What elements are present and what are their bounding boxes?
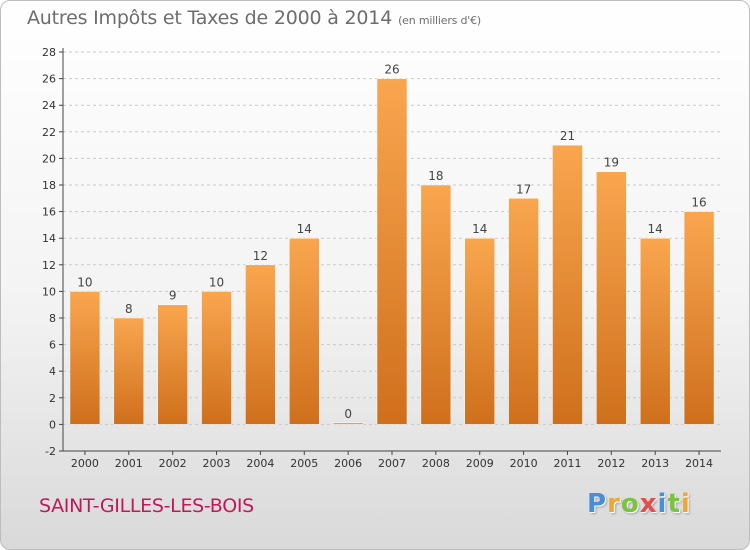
place-name: SAINT-GILLES-LES-BOIS (39, 495, 254, 517)
data-label: 14 (297, 222, 312, 236)
x-tick-label: 2005 (290, 457, 318, 470)
y-tick-label: 0 (49, 418, 56, 431)
chart-title-text: Autres Impôts et Taxes de 2000 à 2014 (27, 7, 393, 29)
x-tick-label: 2002 (159, 457, 187, 470)
y-tick-label: 20 (42, 152, 56, 165)
bar[interactable] (245, 264, 276, 425)
data-label: 21 (560, 129, 575, 143)
logo-letter: P (587, 489, 608, 519)
y-tick-label: 2 (49, 392, 56, 405)
bar[interactable] (683, 211, 715, 425)
labels: -202468101214161820222426281020008200192… (42, 46, 713, 470)
x-tick-label: 2006 (334, 457, 362, 470)
y-tick-label: -2 (45, 445, 56, 458)
bar[interactable] (508, 198, 539, 425)
x-tick-label: 2007 (378, 457, 406, 470)
x-tick-label: 2011 (553, 457, 581, 470)
bar[interactable] (552, 144, 583, 425)
x-tick-label: 2000 (71, 457, 99, 470)
y-tick-label: 14 (42, 232, 56, 245)
data-label: 16 (691, 196, 706, 210)
bars (69, 78, 715, 425)
y-tick-label: 10 (42, 285, 56, 298)
chart-unit: (en milliers d'€) (398, 14, 481, 27)
proxiti-logo[interactable]: Proxiti (587, 489, 691, 519)
data-label: 26 (384, 63, 399, 77)
bar[interactable] (464, 237, 495, 425)
bar[interactable] (639, 237, 671, 425)
data-label: 10 (77, 275, 92, 289)
x-tick-label: 2004 (246, 457, 274, 470)
y-tick-label: 6 (49, 339, 56, 352)
y-tick-label: 28 (42, 46, 56, 59)
y-tick-label: 4 (49, 365, 56, 378)
y-tick-label: 22 (42, 126, 56, 139)
logo-letter: t (667, 489, 681, 519)
logo-letter: i (657, 489, 668, 519)
data-label: 19 (604, 156, 619, 170)
data-label: 14 (472, 222, 487, 236)
y-tick-label: 26 (42, 73, 56, 86)
y-tick-label: 12 (42, 259, 56, 272)
bar[interactable] (332, 422, 364, 425)
data-label: 14 (648, 222, 663, 236)
y-tick-label: 8 (49, 312, 56, 325)
bar[interactable] (420, 184, 452, 425)
logo-letter: i (680, 489, 691, 519)
chart-title: Autres Impôts et Taxes de 2000 à 2014 (en… (27, 7, 481, 29)
x-tick-label: 2009 (466, 457, 494, 470)
bar[interactable] (596, 171, 627, 425)
x-tick-label: 2010 (510, 457, 538, 470)
data-label: 12 (253, 249, 268, 263)
bar[interactable] (69, 291, 101, 425)
x-tick-label: 2014 (685, 457, 713, 470)
x-tick-label: 2008 (422, 457, 450, 470)
bar[interactable] (376, 78, 408, 425)
bar[interactable] (113, 317, 145, 425)
y-tick-label: 24 (42, 99, 56, 112)
x-tick-label: 2001 (115, 457, 143, 470)
data-label: 10 (209, 275, 224, 289)
y-tick-label: 18 (42, 179, 56, 192)
data-label: 17 (516, 182, 531, 196)
axes (59, 48, 721, 455)
logo-letter: x (639, 489, 658, 519)
x-tick-label: 2012 (597, 457, 625, 470)
data-label: 18 (428, 169, 443, 183)
bar[interactable] (201, 291, 232, 425)
x-tick-label: 2013 (641, 457, 669, 470)
data-label: 9 (169, 289, 177, 303)
bar[interactable] (289, 237, 320, 425)
data-label: 0 (344, 407, 352, 421)
x-tick-label: 2003 (203, 457, 231, 470)
logo-letter: r (607, 489, 621, 519)
logo-letter: o (620, 489, 640, 519)
y-tick-label: 16 (42, 206, 56, 219)
data-label: 8 (125, 302, 133, 316)
bar[interactable] (157, 304, 188, 425)
